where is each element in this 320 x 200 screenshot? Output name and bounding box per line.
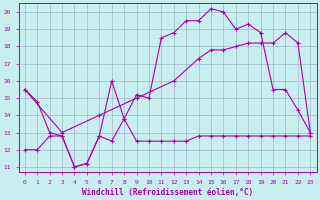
X-axis label: Windchill (Refroidissement éolien,°C): Windchill (Refroidissement éolien,°C) — [82, 188, 253, 197]
